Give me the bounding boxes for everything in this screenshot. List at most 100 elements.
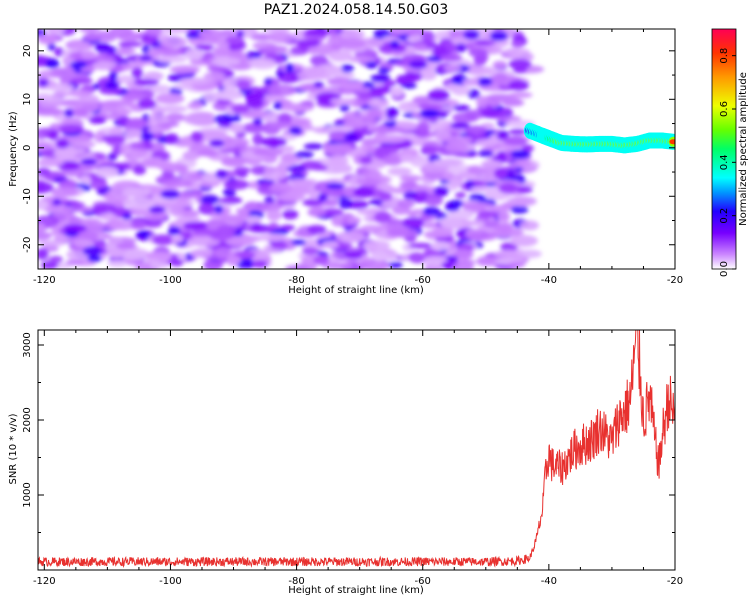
heatmap-cell <box>139 55 153 62</box>
heatmap-cell <box>361 81 375 88</box>
heatmap-cell <box>79 175 92 185</box>
heatmap-cell <box>424 194 443 206</box>
figure-title: PAZ1.2024.058.14.50.G03 <box>264 2 449 18</box>
heatmap-cell <box>500 242 518 252</box>
y-tick-label: -20 <box>22 237 33 253</box>
heatmap-cell <box>425 123 447 131</box>
heatmap-cell <box>329 98 357 105</box>
heatmap-cell <box>48 129 59 141</box>
heatmap-noise-layer <box>38 29 545 269</box>
heatmap-cell <box>268 182 293 194</box>
heatmap-cell <box>253 115 263 126</box>
heatmap-cell <box>495 223 513 234</box>
heatmap-cell <box>317 193 328 202</box>
heatmap-cell <box>107 152 118 162</box>
heatmap-cell <box>420 69 437 81</box>
heatmap-cell <box>185 32 200 39</box>
heatmap-cell <box>357 261 371 269</box>
heatmap-cell <box>94 42 112 53</box>
heatmap-cell <box>481 160 504 169</box>
heatmap-cell <box>502 97 522 106</box>
heatmap-cell <box>104 80 119 90</box>
snr-x-label: Height of straight line (km) <box>288 585 424 596</box>
heatmap-cell <box>252 147 284 157</box>
heatmap-cell <box>289 178 318 185</box>
heatmap-cell <box>480 109 502 117</box>
heatmap-cell <box>229 123 245 134</box>
heatmap-cell <box>133 78 160 86</box>
heatmap-cell <box>194 44 214 51</box>
heatmap-cell <box>454 191 467 199</box>
heatmap-cell <box>358 91 372 100</box>
heatmap-cell <box>307 224 327 235</box>
heatmap-cell <box>419 109 440 118</box>
heatmap-cell <box>365 61 378 69</box>
heatmap-cell <box>245 98 264 108</box>
x-tick-label: -100 <box>159 576 182 587</box>
heatmap-cell <box>375 134 407 144</box>
heatmap-cell <box>473 39 496 46</box>
heatmap-cell <box>492 60 508 70</box>
heatmap-cell <box>109 29 134 38</box>
heatmap-cell <box>108 218 123 229</box>
colorbar-label: Normalized spectral amplitude <box>738 72 749 226</box>
heatmap-cell <box>143 220 163 228</box>
heatmap-cell <box>496 151 507 164</box>
heatmap-cell <box>214 247 232 258</box>
heatmap-cell <box>270 242 289 250</box>
heatmap-cell <box>183 221 208 231</box>
spectrogram-x-label: Height of straight line (km) <box>288 285 424 296</box>
heatmap-cell <box>291 239 307 246</box>
heatmap-cell <box>126 102 139 109</box>
heatmap-cell <box>190 131 204 143</box>
heatmap-cell <box>45 29 66 34</box>
heatmap-cell <box>222 188 236 197</box>
y-tick-label: 1000 <box>22 482 33 507</box>
heatmap-cell <box>408 252 425 263</box>
heatmap-cell <box>49 255 63 263</box>
heatmap-cell <box>379 191 393 202</box>
heatmap-cell <box>366 109 383 119</box>
heatmap-cell <box>273 101 283 110</box>
heatmap-cell <box>38 199 49 210</box>
heatmap-cell <box>398 101 420 112</box>
heatmap-cell <box>497 211 511 222</box>
heatmap-cell <box>508 128 528 135</box>
heatmap-cell <box>399 175 423 182</box>
heatmap-cell <box>147 47 165 56</box>
heatmap-cell <box>431 226 454 238</box>
heatmap-cell <box>470 186 501 193</box>
heatmap-cell <box>152 234 175 246</box>
heatmap-cell <box>40 260 59 269</box>
heatmap-cell <box>109 126 124 138</box>
heatmap-cell <box>304 29 330 36</box>
heatmap-cell <box>52 198 62 208</box>
heatmap-cell <box>478 150 494 158</box>
heatmap-cell <box>402 217 425 229</box>
heatmap-cell <box>359 156 373 165</box>
heatmap-cell <box>92 203 117 214</box>
heatmap-cell <box>249 58 277 70</box>
heatmap-cell <box>45 83 75 92</box>
heatmap-cell <box>467 165 484 174</box>
heatmap-cell <box>70 40 91 51</box>
heatmap-cell <box>353 187 374 198</box>
heatmap-cell <box>234 166 251 174</box>
heatmap-cell <box>38 231 52 241</box>
heatmap-cell <box>408 60 428 70</box>
heatmap-cell <box>297 39 311 51</box>
heatmap-cell <box>498 183 518 194</box>
heatmap-cell <box>132 165 147 175</box>
heatmap-cell <box>438 54 463 62</box>
colorbar-tick-label: 0.2 <box>719 208 730 224</box>
heatmap-cell <box>38 159 64 167</box>
heatmap-cell <box>218 197 243 204</box>
heatmap-cell <box>508 58 532 70</box>
heatmap-cell <box>463 29 480 40</box>
heatmap-cell <box>54 47 65 57</box>
colorbar-tick-label: 0.6 <box>719 101 730 117</box>
heatmap-cell <box>257 233 288 242</box>
heatmap-cell <box>171 235 184 243</box>
heatmap-cell <box>275 71 285 78</box>
